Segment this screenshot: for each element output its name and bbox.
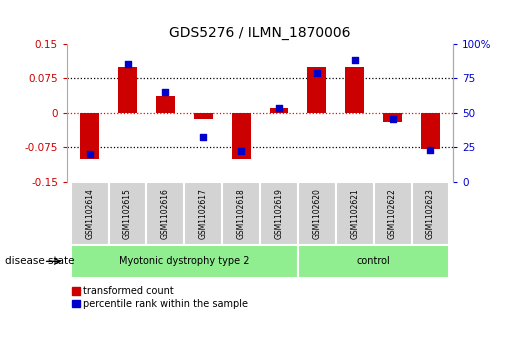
Bar [421,113,440,149]
FancyBboxPatch shape [71,182,109,245]
Bar [80,113,99,159]
Point [237,148,245,154]
Point [161,89,169,95]
FancyBboxPatch shape [146,182,184,245]
Text: GSM1102621: GSM1102621 [350,188,359,238]
FancyBboxPatch shape [374,182,411,245]
Bar [232,113,251,159]
Text: GSM1102622: GSM1102622 [388,188,397,238]
Text: GSM1102620: GSM1102620 [313,188,321,239]
FancyBboxPatch shape [298,245,450,278]
Text: GSM1102618: GSM1102618 [236,188,246,238]
Text: GSM1102616: GSM1102616 [161,188,170,239]
Point [124,61,132,67]
Text: GSM1102623: GSM1102623 [426,188,435,239]
FancyBboxPatch shape [71,245,298,278]
Point [313,70,321,76]
Text: GSM1102615: GSM1102615 [123,188,132,239]
Bar [118,66,137,113]
FancyBboxPatch shape [298,182,336,245]
FancyBboxPatch shape [411,182,450,245]
FancyBboxPatch shape [260,182,298,245]
Bar [269,108,288,113]
FancyBboxPatch shape [109,182,146,245]
Point [388,117,397,122]
Bar [194,113,213,119]
Point [426,147,435,153]
Text: GSM1102617: GSM1102617 [199,188,208,239]
Bar [383,113,402,122]
Legend: transformed count, percentile rank within the sample: transformed count, percentile rank withi… [72,286,248,309]
Title: GDS5276 / ILMN_1870006: GDS5276 / ILMN_1870006 [169,26,351,40]
Point [275,106,283,111]
FancyBboxPatch shape [184,182,222,245]
Text: control: control [357,256,390,266]
FancyBboxPatch shape [336,182,374,245]
Bar [345,66,364,113]
Point [85,151,94,157]
Point [199,134,208,140]
Bar [307,66,327,113]
Text: GSM1102614: GSM1102614 [85,188,94,239]
Bar [156,97,175,113]
Text: GSM1102619: GSM1102619 [274,188,284,239]
FancyBboxPatch shape [222,182,260,245]
Point [351,57,359,63]
Text: Myotonic dystrophy type 2: Myotonic dystrophy type 2 [119,256,250,266]
Text: disease state: disease state [5,256,75,266]
